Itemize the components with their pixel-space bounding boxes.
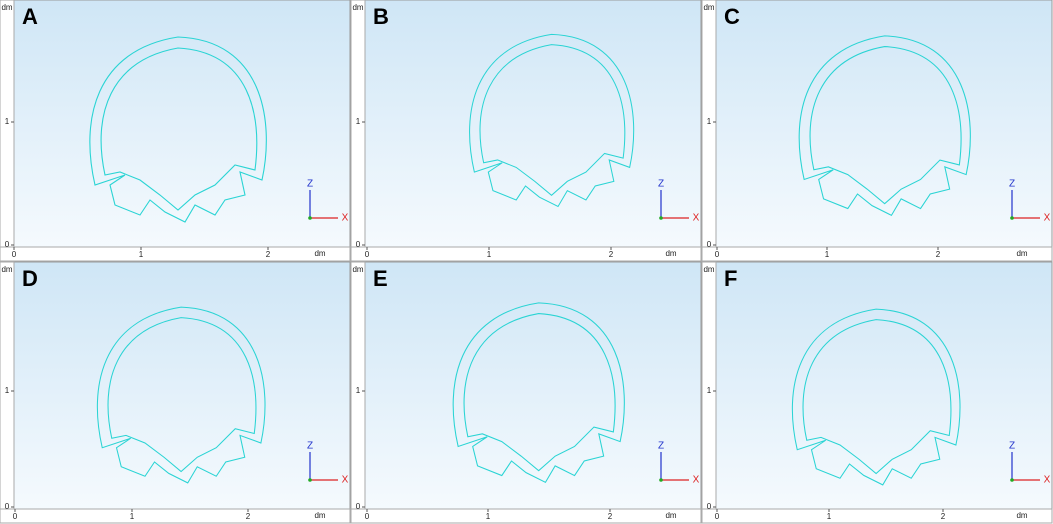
origin: [308, 216, 312, 220]
panel-background: [701, 0, 1053, 262]
x-tick-label: 0: [715, 512, 720, 521]
y-tick-label: 1: [707, 117, 712, 126]
panel-label: E: [373, 266, 388, 291]
y-tick-label: 0: [707, 502, 712, 511]
x-tick-label: 0: [12, 250, 17, 259]
y-tick-label: 1: [707, 386, 712, 395]
y-unit: dm: [352, 265, 363, 274]
y-tick-label: 0: [707, 240, 712, 249]
x-tick-label: 1: [139, 250, 144, 259]
origin: [308, 478, 312, 482]
x-axis-label: X: [693, 475, 700, 486]
y-unit: dm: [703, 265, 714, 274]
x-tick-label: 1: [827, 512, 832, 521]
panel: Ddm dm 0 1 2 0 1 Z X: [0, 261, 351, 524]
x-tick-label: 2: [609, 250, 614, 259]
x-axis-label: X: [1044, 475, 1051, 486]
x-axis-label: X: [1044, 213, 1051, 224]
panel-label: B: [373, 4, 389, 29]
panel: Cdm dm 0 1 2 0 1 Z X: [701, 0, 1053, 262]
y-tick-label: 0: [356, 502, 361, 511]
y-tick-label: 0: [5, 240, 10, 249]
x-tick-label: 1: [130, 512, 135, 521]
y-tick-label: 0: [5, 502, 10, 511]
y-ruler: [701, 0, 717, 262]
x-tick-label: 2: [936, 250, 941, 259]
y-unit: dm: [703, 3, 714, 12]
x-ruler: [701, 508, 1053, 524]
origin: [1010, 478, 1014, 482]
panel-background: [0, 0, 351, 262]
x-unit: dm: [665, 249, 676, 258]
y-ruler: [0, 0, 15, 262]
x-tick-label: 0: [13, 512, 18, 521]
x-axis-label: X: [693, 213, 700, 224]
origin: [659, 478, 663, 482]
panel-label: C: [724, 4, 740, 29]
panel: Bdm dm 0 1 2 0 1 Z X: [350, 0, 702, 262]
z-axis-label: Z: [1009, 441, 1015, 452]
panel-label: A: [22, 4, 38, 29]
x-axis-label: X: [342, 213, 349, 224]
panel-background: [0, 261, 351, 524]
x-unit: dm: [665, 511, 676, 520]
x-tick-label: 2: [608, 512, 613, 521]
x-tick-label: 2: [266, 250, 271, 259]
panel: Adm dm 0 1 2 0 1 Z X: [0, 0, 351, 262]
x-tick-label: 2: [246, 512, 251, 521]
y-tick-label: 1: [5, 117, 10, 126]
y-tick-label: 1: [356, 117, 361, 126]
panel-background: [350, 261, 702, 524]
y-tick-label: 0: [356, 240, 361, 249]
x-unit: dm: [1016, 511, 1027, 520]
y-ruler: [350, 0, 366, 262]
x-ruler: [701, 246, 1053, 262]
y-unit: dm: [1, 265, 12, 274]
x-ruler: [350, 246, 702, 262]
z-axis-label: Z: [307, 441, 313, 452]
y-tick-label: 1: [356, 386, 361, 395]
x-tick-label: 1: [486, 512, 491, 521]
y-unit: dm: [352, 3, 363, 12]
z-axis-label: Z: [658, 441, 664, 452]
x-unit: dm: [314, 249, 325, 258]
origin: [1010, 216, 1014, 220]
x-tick-label: 1: [487, 250, 492, 259]
x-ruler: [0, 246, 351, 262]
panel-label: D: [22, 266, 38, 291]
x-ruler: [0, 508, 351, 524]
x-axis-label: X: [342, 475, 349, 486]
x-tick-label: 0: [715, 250, 720, 259]
panel: Fdm dm 0 1 2 0 1 Z X: [701, 261, 1053, 524]
panel-background: [350, 0, 702, 262]
x-ruler: [350, 508, 702, 524]
panel-label: F: [724, 266, 737, 291]
z-axis-label: Z: [658, 179, 664, 190]
x-tick-label: 2: [941, 512, 946, 521]
panel-background: [701, 261, 1053, 524]
panel: Edm dm 0 1 2 0 1 Z X: [350, 261, 702, 524]
x-unit: dm: [314, 511, 325, 520]
x-tick-label: 0: [365, 250, 370, 259]
origin: [659, 216, 663, 220]
x-unit: dm: [1016, 249, 1027, 258]
x-tick-label: 0: [365, 512, 370, 521]
z-axis-label: Z: [307, 179, 313, 190]
y-unit: dm: [1, 3, 12, 12]
y-tick-label: 1: [5, 386, 10, 395]
x-tick-label: 1: [825, 250, 830, 259]
z-axis-label: Z: [1009, 179, 1015, 190]
